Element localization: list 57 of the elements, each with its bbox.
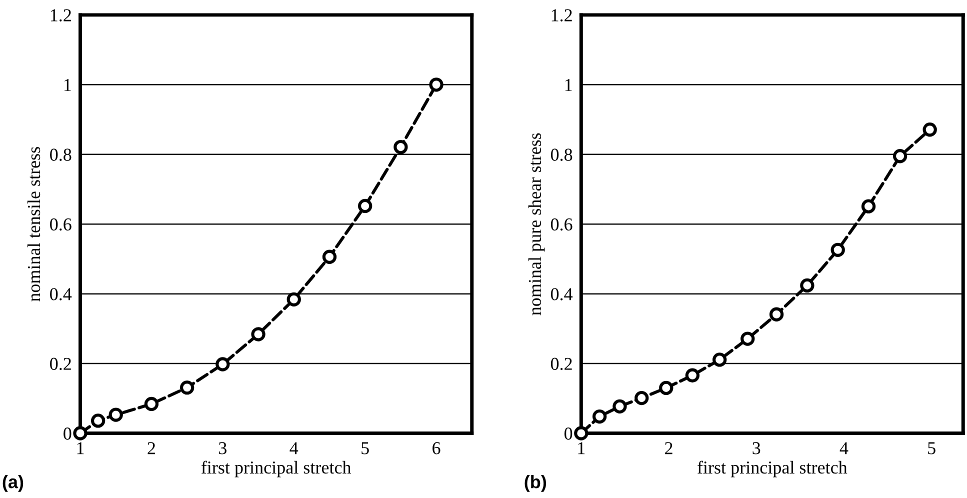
- x-tick-label: 5: [928, 442, 936, 454]
- point: [144, 396, 159, 412]
- point: [634, 390, 649, 406]
- y-tick-label: 1: [64, 79, 71, 91]
- point: [216, 357, 230, 372]
- point: [286, 292, 301, 306]
- point: [922, 122, 937, 137]
- point: [574, 426, 588, 440]
- x-axis-title: first principal stretch: [201, 460, 352, 478]
- x-tick-label: 2: [665, 442, 672, 454]
- y-tick-label: 0.8: [50, 148, 72, 161]
- point: [685, 368, 700, 382]
- point: [612, 399, 627, 414]
- point: [90, 414, 106, 428]
- y-tick-label: 0.6: [550, 218, 572, 231]
- y-tick-label: 0: [564, 428, 572, 440]
- point: [800, 278, 814, 293]
- text: (b): [524, 475, 546, 492]
- y-tick-label: 0.2: [550, 358, 572, 370]
- y-tick-label: 0.6: [50, 218, 72, 231]
- y-axis-title: nominal tensile stress: [27, 147, 40, 302]
- point: [659, 380, 674, 396]
- x-tick-label: 3: [219, 442, 226, 454]
- y-tick-label: 0.4: [550, 288, 573, 300]
- y-tick-label: 1: [565, 79, 572, 91]
- point: [712, 352, 727, 367]
- x-tick-label: 3: [752, 442, 760, 454]
- y-tick-label: 0.8: [550, 148, 572, 161]
- x-tick-label: 6: [432, 442, 440, 454]
- point: [358, 198, 372, 214]
- point: [592, 409, 607, 424]
- x-tick-label: 4: [290, 442, 298, 454]
- point: [108, 408, 123, 422]
- point: [394, 140, 408, 154]
- point: [892, 149, 908, 164]
- point: [251, 327, 266, 342]
- x-tick-label: 1: [77, 442, 84, 454]
- y-tick-label: 0: [64, 428, 72, 440]
- x-tick-label: 4: [840, 442, 848, 454]
- text: (a): [2, 475, 24, 492]
- point: [180, 380, 194, 395]
- x-tick-label: 5: [362, 442, 369, 454]
- y-axis-title: nominal pure shear stress: [528, 133, 545, 316]
- point: [769, 307, 784, 322]
- point: [322, 250, 337, 264]
- point: [830, 242, 845, 257]
- point: [429, 78, 444, 92]
- x-axis-title: first principal stretch: [698, 460, 848, 478]
- point: [73, 426, 88, 440]
- y-tick-label: 0.2: [50, 358, 71, 370]
- x-tick-label: 1: [578, 442, 585, 454]
- y-tick-label: 0.4: [50, 288, 72, 300]
- point: [861, 199, 876, 214]
- x-tick-label: 2: [148, 442, 155, 454]
- y-tick-label: 1.2: [552, 9, 572, 22]
- y-tick-label: 1.2: [50, 9, 71, 22]
- point: [740, 332, 755, 346]
